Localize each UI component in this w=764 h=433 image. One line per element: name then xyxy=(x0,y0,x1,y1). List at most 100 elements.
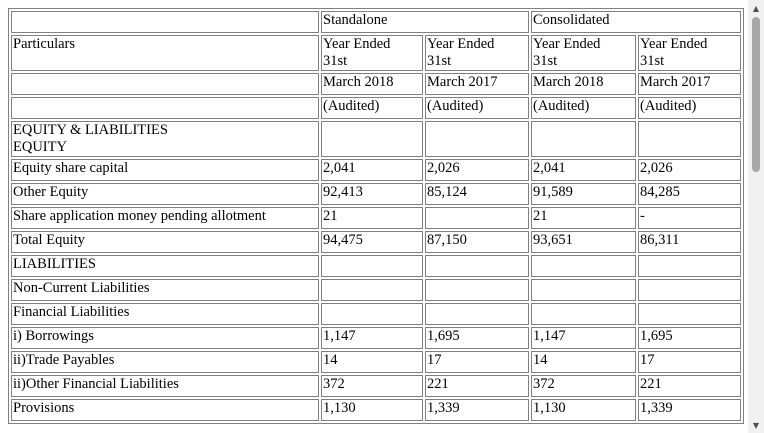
value-cell xyxy=(638,255,741,277)
value-cell xyxy=(321,255,423,277)
header-row-period: March 2018 March 2017 March 2018 March 2… xyxy=(11,73,741,95)
value-cell: 84,285 xyxy=(638,183,741,205)
day-text: 31st xyxy=(427,53,452,69)
header-year-ended: Year Ended 31st xyxy=(321,35,423,71)
table-row: Share application money pending allotmen… xyxy=(11,207,741,229)
header-standalone: Standalone xyxy=(321,11,529,33)
up-arrow-icon[interactable]: ▲ xyxy=(752,3,760,13)
table-row: Total Equity 94,475 87,150 93,651 86,311 xyxy=(11,231,741,253)
row-label: LIABILITIES xyxy=(11,255,319,277)
row-label: Financial Liabilities xyxy=(11,303,319,325)
value-cell: 91,589 xyxy=(531,183,636,205)
scrollbar-thumb[interactable] xyxy=(752,17,760,172)
header-empty-cell xyxy=(11,73,319,95)
value-cell: 1,695 xyxy=(425,327,529,349)
value-cell xyxy=(321,121,423,157)
section-heading: EQUITY & LIABILITIES xyxy=(13,122,168,138)
year-ended-text: Year Ended xyxy=(640,36,708,52)
value-cell xyxy=(531,121,636,157)
value-cell: 372 xyxy=(531,375,636,397)
value-cell: 17 xyxy=(638,351,741,373)
value-cell xyxy=(425,207,529,229)
header-row-audited: (Audited) (Audited) (Audited) (Audited) xyxy=(11,97,741,119)
value-cell: 1,147 xyxy=(321,327,423,349)
value-cell: 21 xyxy=(321,207,423,229)
value-cell: 87,150 xyxy=(425,231,529,253)
value-cell xyxy=(321,303,423,325)
down-arrow-icon[interactable]: ▼ xyxy=(752,420,760,430)
value-cell: 92,413 xyxy=(321,183,423,205)
value-cell: 1,130 xyxy=(321,399,423,421)
table-row: ii)Other Financial Liabilities 372 221 3… xyxy=(11,375,741,397)
header-period: March 2018 xyxy=(531,73,636,95)
header-audited: (Audited) xyxy=(638,97,741,119)
value-cell: 85,124 xyxy=(425,183,529,205)
table-row: Provisions 1,130 1,339 1,130 1,339 xyxy=(11,399,741,421)
header-audited: (Audited) xyxy=(425,97,529,119)
header-consolidated: Consolidated xyxy=(531,11,741,33)
value-cell: 1,695 xyxy=(638,327,741,349)
vertical-scrollbar[interactable]: ▲ ▼ xyxy=(748,0,764,433)
day-text: 31st xyxy=(323,53,348,69)
header-audited: (Audited) xyxy=(321,97,423,119)
header-empty-cell xyxy=(11,97,319,119)
value-cell: 1,339 xyxy=(425,399,529,421)
header-period: March 2018 xyxy=(321,73,423,95)
header-period: March 2017 xyxy=(638,73,741,95)
value-cell: 1,339 xyxy=(638,399,741,421)
value-cell: 221 xyxy=(638,375,741,397)
row-label: Equity share capital xyxy=(11,159,319,181)
value-cell: - xyxy=(638,207,741,229)
value-cell xyxy=(638,121,741,157)
value-cell xyxy=(531,279,636,301)
table-row: i) Borrowings 1,147 1,695 1,147 1,695 xyxy=(11,327,741,349)
financial-results-table: Standalone Consolidated Particulars Year… xyxy=(8,8,744,424)
row-label: ii)Trade Payables xyxy=(11,351,319,373)
value-cell: 14 xyxy=(321,351,423,373)
header-row-year: Particulars Year Ended 31st Year Ended 31s… xyxy=(11,35,741,71)
table-row: Other Equity 92,413 85,124 91,589 84,285 xyxy=(11,183,741,205)
header-year-ended: Year Ended 31st xyxy=(638,35,741,71)
table-row: Equity share capital 2,041 2,026 2,041 2… xyxy=(11,159,741,181)
value-cell: 86,311 xyxy=(638,231,741,253)
table-row: ii)Trade Payables 14 17 14 17 xyxy=(11,351,741,373)
year-ended-text: Year Ended xyxy=(427,36,495,52)
value-cell xyxy=(425,255,529,277)
page-viewport: Standalone Consolidated Particulars Year… xyxy=(8,8,744,424)
value-cell: 14 xyxy=(531,351,636,373)
value-cell: 2,026 xyxy=(638,159,741,181)
value-cell xyxy=(425,121,529,157)
row-label: ii)Other Financial Liabilities xyxy=(11,375,319,397)
row-label: EQUITY & LIABILITIES EQUITY xyxy=(11,121,319,157)
value-cell: 2,041 xyxy=(531,159,636,181)
table-row: Financial Liabilities xyxy=(11,303,741,325)
value-cell xyxy=(531,255,636,277)
year-ended-text: Year Ended xyxy=(323,36,391,52)
table-row: LIABILITIES xyxy=(11,255,741,277)
value-cell: 94,475 xyxy=(321,231,423,253)
header-period: March 2017 xyxy=(425,73,529,95)
value-cell: 1,130 xyxy=(531,399,636,421)
value-cell: 2,026 xyxy=(425,159,529,181)
value-cell: 1,147 xyxy=(531,327,636,349)
header-row-group: Standalone Consolidated xyxy=(11,11,741,33)
header-particulars: Particulars xyxy=(11,35,319,71)
value-cell: 372 xyxy=(321,375,423,397)
row-label: Other Equity xyxy=(11,183,319,205)
value-cell xyxy=(638,303,741,325)
day-text: 31st xyxy=(640,53,665,69)
value-cell: 93,651 xyxy=(531,231,636,253)
value-cell xyxy=(531,303,636,325)
table-row: EQUITY & LIABILITIES EQUITY xyxy=(11,121,741,157)
value-cell: 21 xyxy=(531,207,636,229)
table-row: Non-Current Liabilities xyxy=(11,279,741,301)
value-cell: 221 xyxy=(425,375,529,397)
year-ended-text: Year Ended xyxy=(533,36,601,52)
value-cell xyxy=(638,279,741,301)
day-text: 31st xyxy=(533,53,558,69)
row-label: Share application money pending allotmen… xyxy=(11,207,319,229)
value-cell: 17 xyxy=(425,351,529,373)
value-cell xyxy=(425,279,529,301)
header-audited: (Audited) xyxy=(531,97,636,119)
header-empty-cell xyxy=(11,11,319,33)
